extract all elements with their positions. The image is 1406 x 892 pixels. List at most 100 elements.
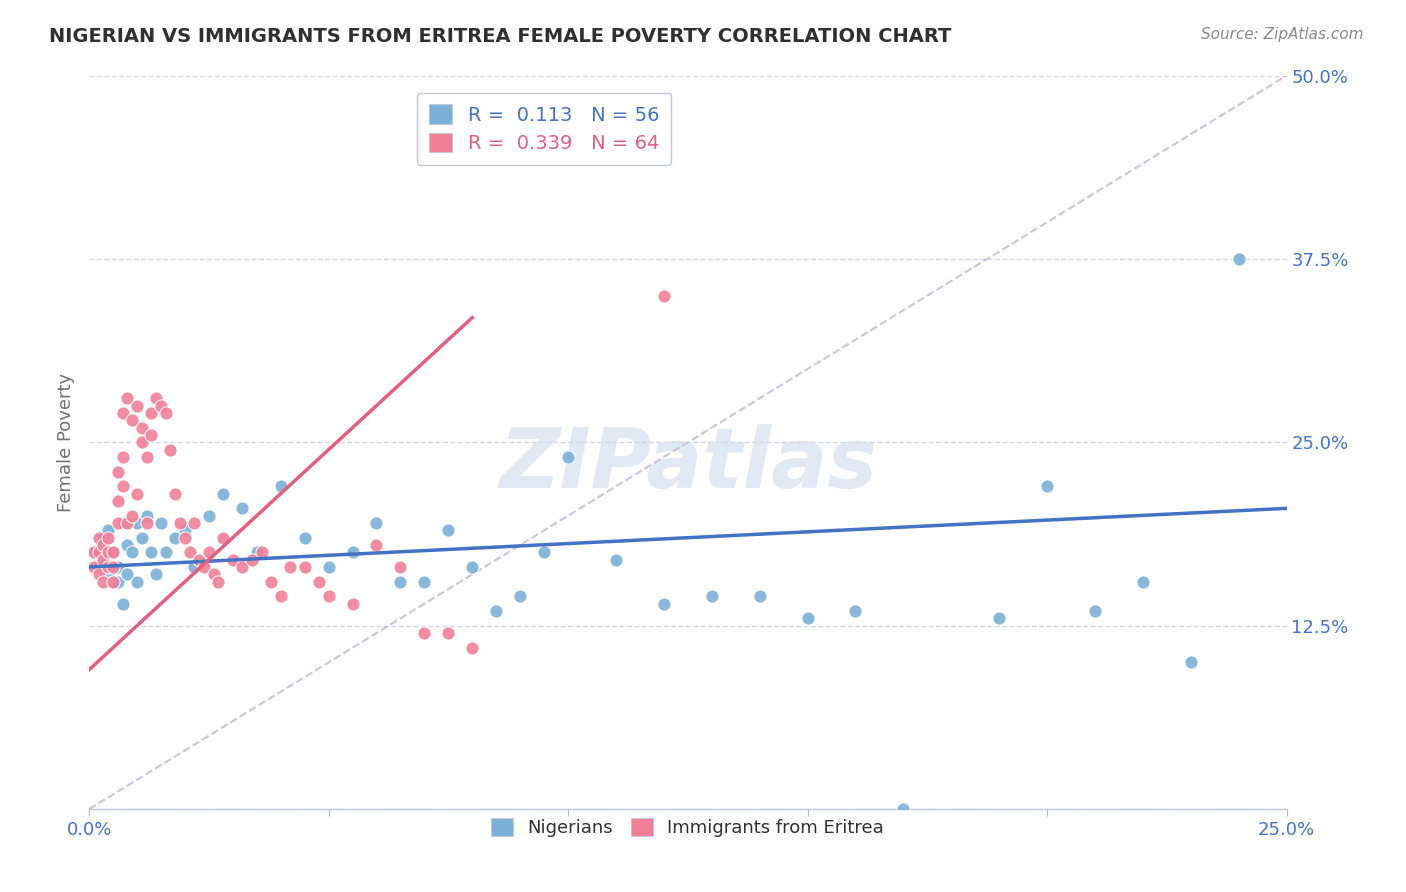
Point (97, 524, 120, 538)
Point (260, 574, 283, 589)
Point (844, 604, 866, 618)
Point (83, 545, 105, 559)
Point (202, 567, 225, 582)
Point (141, 545, 163, 559)
Point (125, 486, 148, 500)
Text: Source: ZipAtlas.com: Source: ZipAtlas.com (1201, 27, 1364, 42)
Point (461, 640, 484, 655)
Point (318, 590, 340, 604)
Point (87, 545, 110, 559)
Point (125, 574, 148, 589)
Point (169, 516, 191, 530)
Point (1084, 604, 1107, 618)
Point (111, 516, 134, 530)
Point (700, 590, 723, 604)
Point (240, 552, 263, 566)
Point (101, 545, 124, 559)
Point (461, 560, 484, 574)
Point (107, 516, 129, 530)
Point (131, 531, 153, 545)
Point (107, 465, 129, 479)
Point (165, 486, 187, 500)
Point (389, 560, 412, 574)
Point (135, 450, 157, 464)
Point (117, 538, 139, 552)
Point (1180, 656, 1202, 670)
Point (93, 552, 115, 566)
Point (1227, 252, 1250, 266)
Point (159, 442, 181, 457)
Point (509, 590, 531, 604)
Point (413, 574, 436, 589)
Point (83, 560, 105, 574)
Point (1132, 574, 1154, 589)
Point (141, 428, 163, 442)
Point (796, 611, 818, 625)
Point (97, 560, 120, 574)
Point (188, 552, 211, 566)
Y-axis label: Female Poverty: Female Poverty (58, 373, 75, 512)
Point (93, 552, 115, 566)
Point (111, 479, 134, 493)
Point (222, 552, 245, 566)
Point (212, 486, 235, 500)
Point (557, 450, 579, 464)
Point (250, 545, 273, 559)
Point (246, 545, 269, 559)
Point (97, 545, 120, 559)
Point (652, 597, 675, 611)
Point (97, 567, 120, 582)
Point (131, 435, 153, 450)
Point (318, 560, 340, 574)
Point (270, 479, 292, 493)
Point (107, 494, 129, 508)
Point (198, 545, 221, 559)
Point (231, 560, 253, 574)
Point (193, 560, 215, 574)
Point (87, 560, 110, 574)
Point (145, 567, 167, 582)
Point (117, 516, 139, 530)
Point (342, 597, 364, 611)
Point (117, 392, 139, 406)
Point (111, 597, 134, 611)
Point (294, 560, 316, 574)
Point (342, 545, 364, 559)
Point (111, 406, 134, 420)
Point (533, 545, 555, 559)
Point (101, 574, 124, 589)
Point (1036, 479, 1059, 493)
Point (748, 590, 770, 604)
Point (173, 524, 195, 538)
Point (605, 552, 627, 566)
Point (135, 516, 157, 530)
Point (101, 574, 124, 589)
Text: NIGERIAN VS IMMIGRANTS FROM ERITREA FEMALE POVERTY CORRELATION CHART: NIGERIAN VS IMMIGRANTS FROM ERITREA FEMA… (49, 27, 952, 45)
Point (988, 611, 1011, 625)
Point (125, 516, 148, 530)
Point (101, 545, 124, 559)
Point (83, 545, 105, 559)
Point (437, 524, 460, 538)
Point (131, 420, 153, 434)
Point (125, 399, 148, 413)
Point (231, 501, 253, 516)
Point (183, 560, 205, 574)
Point (141, 406, 163, 420)
Point (111, 450, 134, 464)
Point (212, 531, 235, 545)
Point (652, 288, 675, 302)
Point (87, 531, 110, 545)
Point (93, 574, 115, 589)
Point (893, 802, 915, 816)
Point (121, 508, 143, 523)
Point (366, 538, 388, 552)
Point (117, 567, 139, 582)
Point (121, 545, 143, 559)
Point (413, 626, 436, 640)
Point (107, 560, 129, 574)
Text: ZIPatlas: ZIPatlas (499, 424, 877, 505)
Point (93, 531, 115, 545)
Point (179, 545, 201, 559)
Point (97, 531, 120, 545)
